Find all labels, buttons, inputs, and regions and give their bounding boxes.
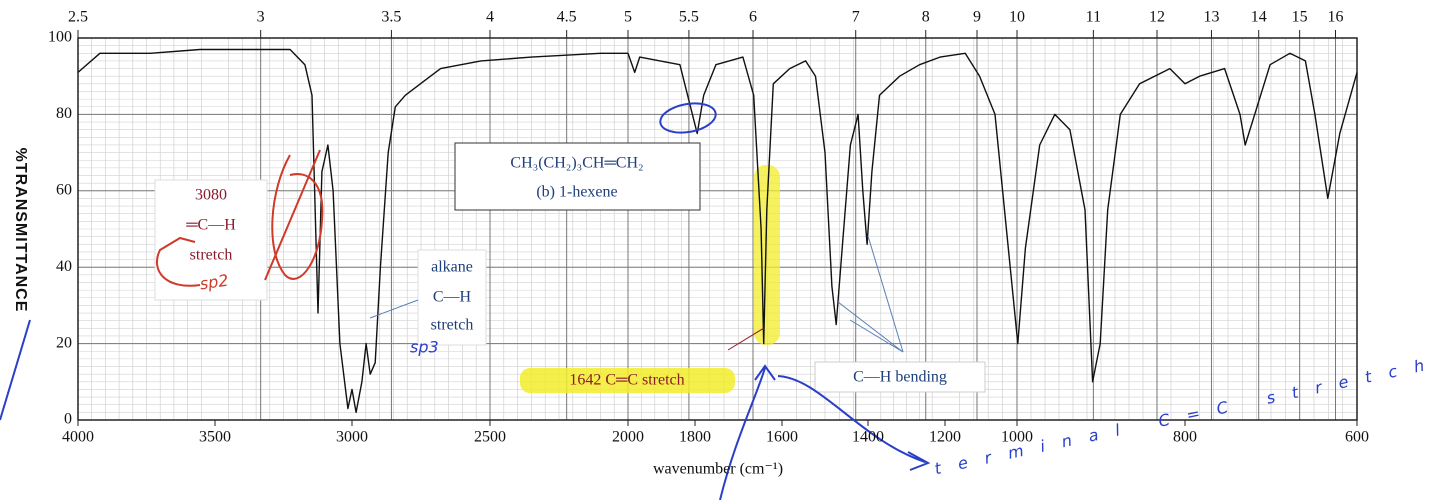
top-tick-label: 16 [1328, 9, 1344, 26]
leader-line [867, 235, 904, 353]
plot-frame [77, 37, 1358, 421]
top-tick-label: 3 [257, 9, 265, 26]
formula: CH₃(CH₂)₃CH═CH₂ [510, 155, 643, 172]
x-tick-label: 2000 [612, 429, 644, 446]
leader-line [369, 299, 419, 319]
x-tick-label: 800 [1173, 429, 1197, 446]
highlight [754, 165, 780, 345]
top-tick-label: 7 [852, 9, 860, 26]
x-tick-label: 1800 [679, 429, 711, 446]
hand-stroke [264, 149, 321, 281]
grid [77, 37, 1357, 421]
spectrum [77, 48, 1358, 414]
annotation-box [814, 361, 986, 393]
annotation: 1642 C═C stretch [569, 372, 684, 389]
hand-circle [271, 154, 324, 280]
annotation: stretch [190, 247, 233, 264]
compound-name: (b) 1-hexene [536, 184, 617, 201]
annotation: stretch [431, 317, 474, 334]
x-tick-label: 4000 [62, 429, 94, 446]
top-tick-label: 13 [1203, 9, 1219, 26]
x-tick-label: 1400 [852, 429, 884, 446]
handwritten-note: sp3 [410, 338, 439, 357]
top-tick-label: 15 [1292, 9, 1308, 26]
top-tick-label: 8 [922, 9, 930, 26]
x-tick-label: 1600 [766, 429, 798, 446]
x-tick-label: 1000 [1001, 429, 1033, 446]
y-tick-label: 60 [56, 181, 72, 198]
annotation: C—H bending [853, 369, 947, 386]
x-tick-label: 3500 [199, 429, 231, 446]
annotation-box [417, 249, 487, 346]
y-tick-label: 100 [48, 29, 72, 46]
x-tick-label: 600 [1345, 429, 1369, 446]
handwritten-note: sp2 [199, 271, 230, 294]
annotation-box [154, 179, 268, 301]
y-tick-label: 80 [56, 105, 72, 122]
spectrum-line [77, 48, 1358, 414]
top-tick-label: 6 [749, 9, 757, 26]
y-tick-label: 20 [56, 334, 72, 351]
top-tick-label: 12 [1149, 9, 1165, 26]
hand-arrow [719, 364, 931, 500]
highlight [520, 368, 735, 393]
annotation: alkane [431, 259, 473, 276]
hand-stroke [155, 236, 201, 287]
top-tick-label: 5 [624, 9, 632, 26]
y-tick-label: 40 [56, 258, 72, 275]
top-tick-label: 3.5 [381, 9, 401, 26]
annotation: C—H [433, 289, 472, 306]
top-tick-label: 4.5 [557, 9, 577, 26]
top-tick-label: 9 [973, 9, 981, 26]
top-tick-label: 4 [486, 9, 494, 26]
top-tick-label: 11 [1086, 9, 1101, 26]
x-tick-label: 3000 [336, 429, 368, 446]
leader-line [837, 301, 904, 353]
annotation: 3080 [195, 187, 227, 204]
annotation: ═C—H [185, 217, 236, 234]
top-tick-label: 10 [1009, 9, 1025, 26]
top-tick-label: 14 [1251, 9, 1267, 26]
x-tick-label: 1200 [929, 429, 961, 446]
x-tick-label: 2500 [474, 429, 506, 446]
hand-stroke [0, 319, 31, 421]
x-axis-label: wavenumber (cm⁻¹) [653, 461, 783, 478]
leader-line [849, 319, 904, 353]
y-axis-label: %TRANSMITTANCE [12, 148, 29, 313]
hand-circle [659, 102, 717, 134]
leader-line [727, 327, 765, 351]
top-tick-label: 5.5 [679, 9, 699, 26]
y-tick-label: 0 [64, 411, 72, 428]
top-tick-label: 2.5 [68, 9, 88, 26]
formula-box [454, 142, 701, 211]
